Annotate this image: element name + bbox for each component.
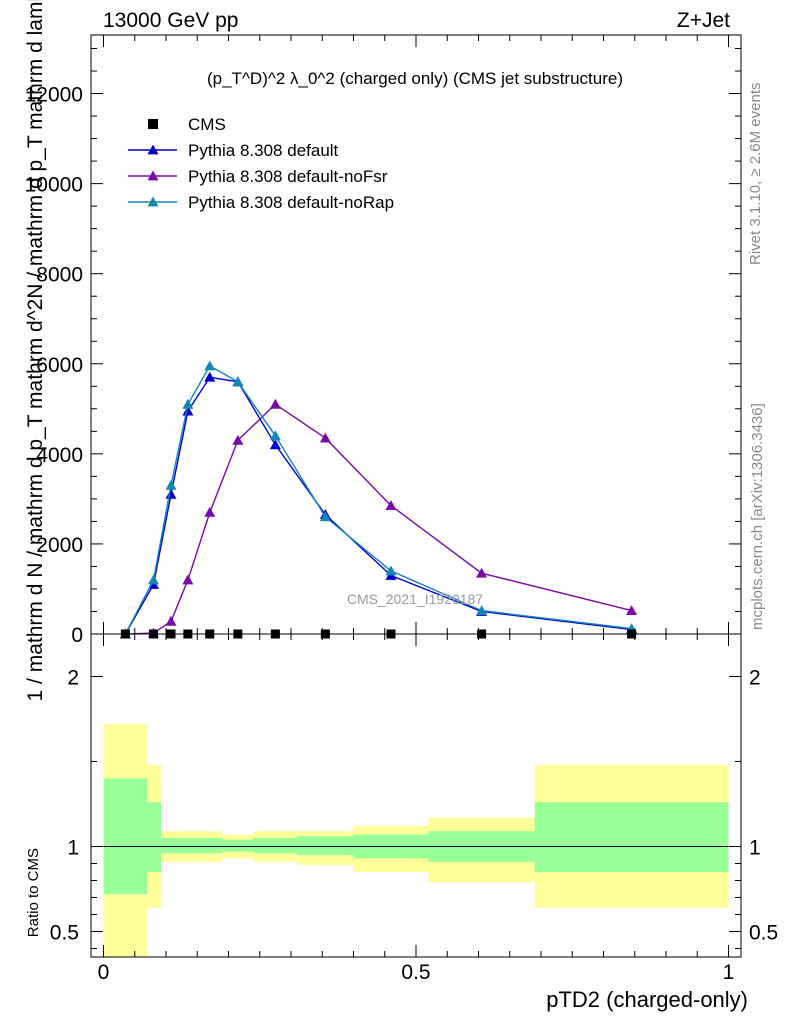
series-marker <box>182 574 194 585</box>
series-marker <box>319 511 331 522</box>
series-marker <box>182 398 194 409</box>
ratio-y-tick-label-right: 2 <box>749 667 761 690</box>
y-tick-label: 4000 <box>36 444 83 467</box>
mcplots-label: mcplots.cern.ch [arXiv:1306.3436] <box>749 403 766 630</box>
header-right-label: Z+Jet <box>677 9 730 32</box>
series-marker <box>165 488 177 499</box>
series-marker <box>476 605 488 615</box>
series-marker <box>269 398 281 409</box>
series-marker <box>385 565 397 576</box>
ratio-y-tick-label-right: 0.5 <box>749 922 778 945</box>
series-marker <box>182 405 194 416</box>
y-tick-label: 8000 <box>36 264 83 287</box>
ratio-band-green <box>222 839 254 852</box>
plot-title: (p_T^D)^2 λ_0^2 (charged only) (CMS jet … <box>207 69 623 88</box>
series-marker <box>165 479 177 490</box>
ratio-y-tick-label: 1 <box>67 837 79 860</box>
watermark: CMS_2021_I1920187 <box>347 591 483 607</box>
x-tick-label: 0.5 <box>401 961 430 984</box>
series-marker <box>204 371 216 382</box>
ratio-band-green <box>103 778 148 895</box>
legend-marker <box>148 119 158 129</box>
series-marker <box>319 432 331 443</box>
ratio-band-green <box>253 838 298 854</box>
ratio-y-tick-label-right: 1 <box>749 837 761 860</box>
legend-label: Pythia 8.308 default-noFsr <box>188 167 388 186</box>
series-marker <box>148 574 159 585</box>
series-marker <box>269 439 281 450</box>
legend-label: Pythia 8.308 default <box>188 141 339 160</box>
ratio-y-axis-title: Ratio to CMS <box>25 848 42 937</box>
legend-marker <box>147 196 159 207</box>
ratio-panel: 0.5 0.5 1 1 2 2 0 0.5 1 <box>50 633 778 984</box>
series-marker <box>385 500 397 511</box>
y-tick-label: 12000 <box>25 84 83 107</box>
rivet-label: Rivet 3.1.10, ≥ 2.6M events <box>747 83 764 266</box>
series-2 <box>119 398 638 639</box>
y-tick-label: 2000 <box>36 534 83 557</box>
series-3 <box>119 360 638 639</box>
y-tick-label: 10000 <box>25 174 83 197</box>
y-tick-label: 0 <box>71 624 83 647</box>
legend: CMS Pythia 8.308 default Pythia 8.308 defa… <box>128 115 394 212</box>
ratio-band-green <box>161 838 223 854</box>
ratio-y-tick-label: 2 <box>67 667 79 690</box>
series-marker <box>269 430 281 441</box>
series-marker <box>165 615 177 626</box>
ratio-band-green <box>297 836 354 855</box>
ratio-y-tick-label: 0.5 <box>50 922 79 945</box>
y-tick-label: 6000 <box>36 354 83 377</box>
series-marker <box>232 434 244 445</box>
series-marker <box>232 376 244 387</box>
legend-label: Pythia 8.308 default-noRap <box>188 193 394 212</box>
series-marker <box>626 605 638 615</box>
x-axis-title: pTD2 (charged-only) <box>546 987 748 1012</box>
ratio-band-green <box>147 802 161 872</box>
series-marker <box>204 360 216 371</box>
legend-label: CMS <box>188 115 226 134</box>
legend-marker <box>147 170 159 181</box>
x-tick-label: 1 <box>723 961 735 984</box>
y-axis-title: 1 / mathrm d N / mathrm d p_T mathrm d^2… <box>24 0 47 701</box>
ratio-band-green <box>534 802 729 872</box>
series-marker <box>476 567 488 578</box>
header-left-label: 13000 GeV pp <box>103 9 238 32</box>
x-tick-label: 0 <box>98 961 110 984</box>
legend-marker <box>147 144 159 155</box>
series-marker <box>204 506 216 517</box>
